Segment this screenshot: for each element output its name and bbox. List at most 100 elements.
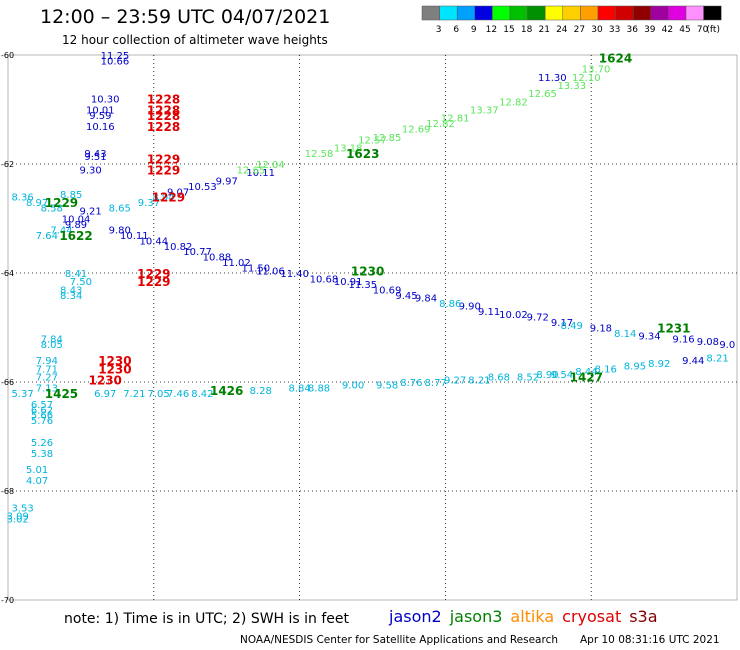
pass-time-label: 1230 [98, 362, 131, 376]
wave-height-value: 3.02 [7, 514, 29, 525]
wave-height-value: 8.76 [400, 378, 422, 389]
latitude-tick-label: -62 [1, 160, 14, 169]
pass-time-label: 1228 [147, 104, 180, 118]
colorbar-label: 45 [679, 25, 690, 35]
wave-height-value: 8.14 [614, 329, 636, 340]
wave-height-value: 9.51 [84, 152, 106, 163]
wave-height-value: 8.68 [488, 373, 510, 384]
wave-height-value: 7.21 [123, 389, 145, 400]
colorbar-label: 12 [486, 25, 497, 35]
legend-entry-s3a: s3a [629, 607, 658, 626]
wave-height-value: 9.17 [551, 318, 573, 329]
wave-height-value: 12.57 [358, 135, 387, 146]
wave-height-value: 5.01 [26, 465, 48, 476]
wave-height-value: 7.84 [41, 334, 63, 345]
wave-height-value: 8.42 [191, 389, 213, 400]
pass-time-label: 1622 [59, 229, 92, 243]
wave-height-value: 12.82 [426, 119, 455, 130]
wave-height-value: 8.92 [648, 359, 670, 370]
wave-height-value: 8.28 [250, 386, 272, 397]
footer-credit: NOAA/NESDIS Center for Satellite Applica… [240, 634, 558, 646]
colorbar-label: 6 [453, 25, 459, 35]
pass-time-label: 1230 [88, 373, 121, 387]
colorbar-label: 21 [538, 25, 549, 35]
wave-height-value: 9.43 [84, 149, 106, 160]
wave-height-value: 13.37 [470, 106, 499, 117]
colorbar-label: 9 [471, 25, 477, 35]
wave-height-value: 5.38 [31, 449, 53, 460]
colorbar-label: 15 [503, 25, 514, 35]
wave-height-value: 12.65 [528, 89, 557, 100]
latitude-tick-label: -66 [1, 378, 14, 387]
wave-height-value: 4.07 [26, 476, 48, 487]
colorbar-label: 24 [556, 25, 568, 35]
colorbar-label: 3 [436, 25, 442, 35]
pass-time-label: 1229 [152, 191, 185, 205]
latitude-tick-label: -64 [1, 269, 14, 278]
wave-height-value: 10.82 [164, 242, 193, 253]
footer-timestamp: Apr 10 08:31:16 UTC 2021 [580, 634, 720, 646]
wave-height-value: 7.44 [50, 225, 72, 236]
legend-entry-altika: altika [510, 607, 555, 626]
pass-time-label: 1230 [98, 354, 131, 368]
wave-height-value: 10.88 [203, 253, 232, 264]
wave-height-value: 10.44 [139, 236, 168, 247]
wave-height-value: 9.08 [697, 337, 719, 348]
color-scale-legend: 3 6 9 12 15 18 21 24 27 30 33 36 39 42 45 70(ft) [421, 5, 722, 35]
pass-time-label: 1228 [147, 93, 180, 107]
wave-height-value: 10.01 [86, 106, 115, 117]
wave-height-value: 8.34 [60, 291, 82, 302]
wave-height-value: 10.11 [246, 168, 275, 179]
pass-time-label: 1229 [45, 196, 78, 210]
latitude-tick-label: -70 [1, 596, 14, 605]
wave-height-value: 12.81 [441, 114, 470, 125]
wave-height-value: 10.77 [183, 247, 212, 258]
wave-height-value: 10.68 [310, 274, 339, 285]
wave-height-value: 8.16 [595, 364, 617, 375]
colorbar-label: 30 [591, 25, 603, 35]
wave-height-value: 5.76 [31, 416, 53, 427]
wave-height-value: 10.30 [91, 95, 120, 106]
wave-height-value: 8.95 [624, 362, 646, 373]
wave-height-value: 9.37 [138, 198, 160, 209]
pass-time-label: 1230 [351, 264, 384, 278]
wave-height-value: 12.69 [402, 125, 431, 136]
colorbar-label: 39 [644, 25, 656, 35]
wave-height-value: 9.27 [444, 375, 466, 386]
wave-height-value: 8.86 [439, 299, 461, 310]
wave-height-value: 9.00 [342, 381, 364, 392]
colorbar-label: 42 [662, 25, 673, 35]
wave-height-value: 11.06 [256, 266, 285, 277]
wave-height-value: 8.43 [60, 285, 82, 296]
legend-entry-jason2: jason2 [389, 607, 442, 626]
pass-time-label: 1623 [346, 147, 379, 161]
wave-height-value: 5.37 [11, 389, 33, 400]
wave-height-value: 9.90 [459, 302, 481, 313]
wave-height-value: 8.97 [26, 198, 48, 209]
wave-height-value: 7.50 [70, 277, 92, 288]
wave-height-value: 9.34 [638, 332, 660, 343]
wave-height-value: 9.72 [527, 313, 549, 324]
wave-height-value: 13.33 [557, 81, 586, 92]
wave-height-value: 9.30 [79, 165, 101, 176]
wave-height-value: 6.97 [94, 389, 116, 400]
latitude-tick-label: -68 [1, 487, 14, 496]
wave-height-value: 7.27 [36, 373, 58, 384]
wave-height-value: 9.59 [89, 111, 111, 122]
pass-time-label: 1231 [657, 322, 690, 336]
wave-height-value: 3.09 [7, 512, 29, 523]
wave-height-value: 10.11 [120, 231, 149, 242]
wave-height-value: 12.82 [499, 97, 528, 108]
wave-height-value: 8.84 [288, 383, 310, 394]
wave-height-value: 9.0 [719, 340, 735, 351]
page-subtitle: 12 hour collection of altimeter wave hei… [62, 33, 328, 47]
satellite-legend: jason2 jason3 altika cryosat s3a [389, 607, 666, 626]
page-title: 12:00 – 23:59 UTC 04/07/2021 [40, 6, 331, 28]
wave-height-value: 8.58 [41, 204, 63, 215]
wave-height-value: 8.41 [65, 269, 87, 280]
wave-height-map: -30-27-24-21-18-15-60-62-64-66-68-7011.2… [1, 51, 738, 605]
wave-height-value: 9.11 [478, 307, 500, 318]
wave-height-value: 10.16 [86, 122, 115, 133]
pass-time-label: 1228 [147, 120, 180, 134]
colorbar-label: 18 [521, 25, 533, 35]
